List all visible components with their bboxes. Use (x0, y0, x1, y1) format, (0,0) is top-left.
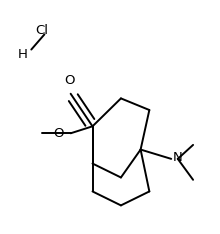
Text: O: O (54, 127, 64, 140)
Text: O: O (64, 74, 75, 87)
Text: H: H (18, 48, 28, 61)
Text: Cl: Cl (36, 24, 49, 37)
Text: N: N (172, 151, 182, 164)
